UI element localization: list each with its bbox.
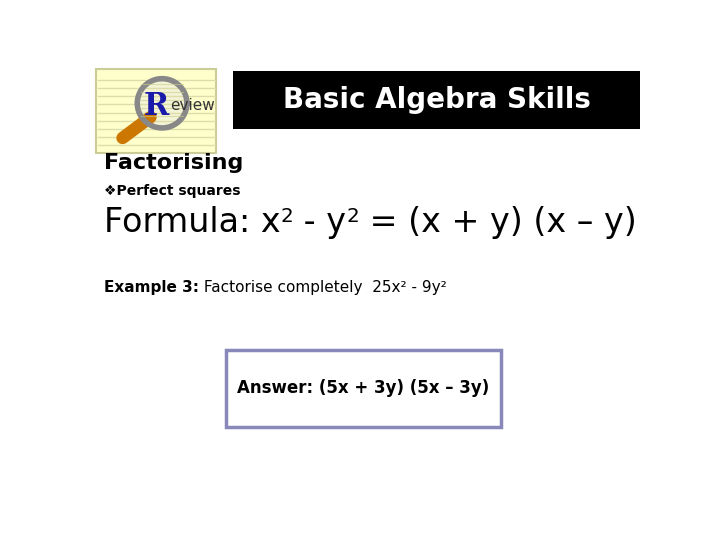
Text: 2: 2 xyxy=(346,207,359,226)
FancyBboxPatch shape xyxy=(96,69,216,153)
Text: Factorising: Factorising xyxy=(104,153,243,173)
Text: - y: - y xyxy=(293,206,346,239)
Circle shape xyxy=(138,79,187,128)
Text: Formula: x: Formula: x xyxy=(104,206,281,239)
Text: Answer: (5x + 3y) (5x – 3y): Answer: (5x + 3y) (5x – 3y) xyxy=(237,379,490,397)
Text: Example 3:: Example 3: xyxy=(104,280,199,295)
Text: Factorise completely  25x² - 9y²: Factorise completely 25x² - 9y² xyxy=(199,280,446,295)
Text: ❖Perfect squares: ❖Perfect squares xyxy=(104,184,240,198)
Text: = (x + y) (x – y): = (x + y) (x – y) xyxy=(359,206,636,239)
Text: Basic Algebra Skills: Basic Algebra Skills xyxy=(283,86,590,114)
Text: R: R xyxy=(143,91,168,122)
Text: 2: 2 xyxy=(281,207,293,226)
FancyBboxPatch shape xyxy=(225,350,500,427)
FancyBboxPatch shape xyxy=(233,71,640,129)
Text: eview: eview xyxy=(170,98,215,113)
